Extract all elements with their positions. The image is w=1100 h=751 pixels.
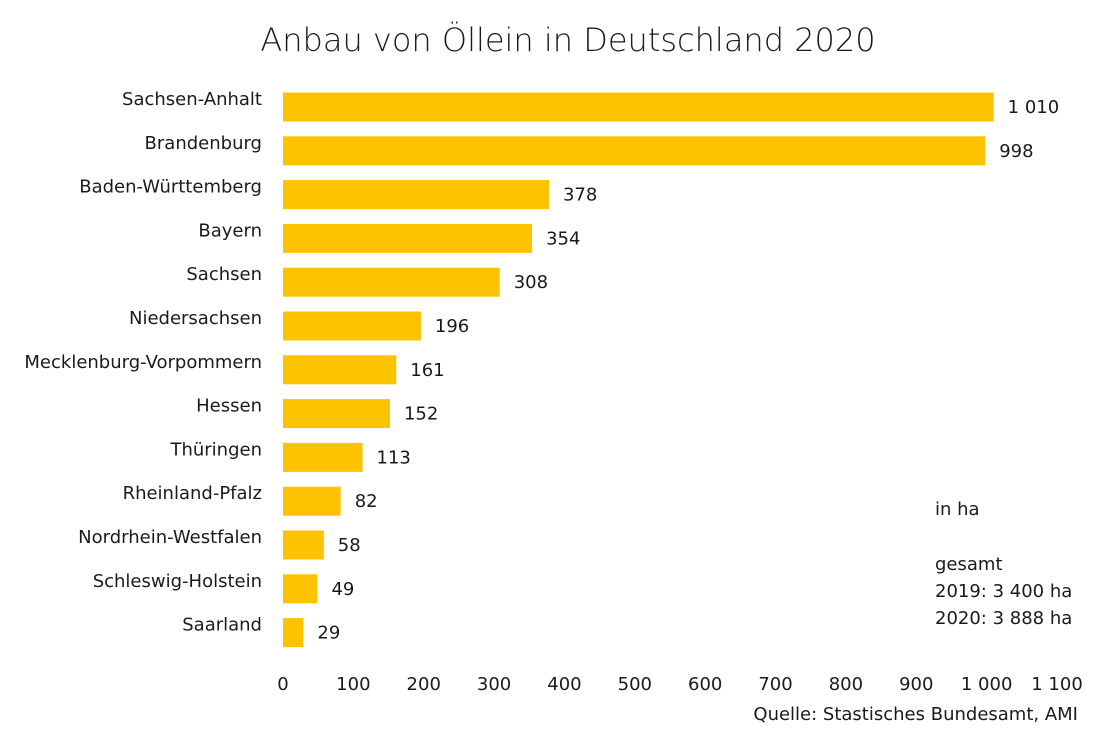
bar (283, 267, 500, 297)
chart-title: Anbau von Öllein in Deutschland 2020 (260, 21, 875, 59)
unit-note: in ha (935, 499, 980, 520)
x-tick-label: 200 (407, 674, 441, 695)
bar (283, 311, 421, 341)
x-tick-label: 700 (758, 674, 792, 695)
value-label: 58 (338, 535, 361, 556)
bar (283, 574, 318, 604)
total-2020: 2020: 3 888 ha (935, 608, 1072, 629)
value-label: 998 (999, 141, 1033, 162)
x-tick-label: 300 (477, 674, 511, 695)
x-tick-label: 600 (688, 674, 722, 695)
category-label: Thüringen (169, 439, 262, 460)
x-tick-label: 500 (618, 674, 652, 695)
source-note: Quelle: Stastisches Bundesamt, AMI (753, 704, 1078, 725)
value-label: 354 (546, 228, 580, 249)
category-labels: Sachsen-Anhalt Brandenburg Baden-Württembe… (24, 89, 262, 636)
x-tick-label: 900 (899, 674, 933, 695)
category-label: Brandenburg (145, 133, 262, 154)
bar (283, 136, 986, 166)
bar (283, 618, 304, 648)
value-label: 1 010 (1008, 97, 1060, 118)
bar (283, 355, 397, 385)
category-label: Mecklenburg-Vorpommern (24, 352, 262, 373)
value-labels: 1 010 998 378 354 308 196 161 152 113 82 58 49 29 (317, 97, 1059, 644)
bar (283, 92, 994, 122)
category-label: Sachsen-Anhalt (122, 89, 262, 110)
category-label: Niedersachsen (129, 308, 262, 329)
bar (283, 442, 363, 472)
bar (283, 530, 324, 560)
x-tick-label: 0 (277, 674, 288, 695)
category-label: Nordrhein-Westfalen (78, 527, 262, 548)
total-heading: gesamt (935, 554, 1003, 575)
value-label: 161 (410, 360, 444, 381)
category-label: Saarland (182, 615, 262, 636)
category-label: Rheinland-Pfalz (123, 483, 262, 504)
bar (283, 486, 341, 516)
total-2019: 2019: 3 400 ha (935, 581, 1072, 602)
value-label: 49 (331, 579, 354, 600)
value-label: 152 (404, 404, 438, 425)
x-tick-label: 100 (336, 674, 370, 695)
x-axis-ticks: 0 100 200 300 400 500 600 700 800 900 1 000 1 100 (277, 674, 1082, 695)
category-label: Hessen (196, 396, 262, 417)
x-tick-label: 400 (547, 674, 581, 695)
bar (283, 180, 549, 210)
bars-group (283, 92, 994, 648)
category-label: Schleswig-Holstein (93, 571, 262, 592)
x-tick-label: 1 100 (1031, 674, 1083, 695)
category-label: Bayern (198, 220, 262, 241)
value-label: 308 (514, 272, 548, 293)
value-label: 113 (377, 447, 411, 468)
category-label: Sachsen (186, 264, 262, 285)
value-label: 29 (317, 623, 340, 644)
value-label: 196 (435, 316, 469, 337)
bar (283, 223, 533, 253)
x-tick-label: 800 (829, 674, 863, 695)
value-label: 82 (355, 491, 378, 512)
x-tick-label: 1 000 (961, 674, 1013, 695)
category-label: Baden-Württemberg (79, 177, 262, 198)
bar (283, 399, 390, 429)
value-label: 378 (563, 185, 597, 206)
